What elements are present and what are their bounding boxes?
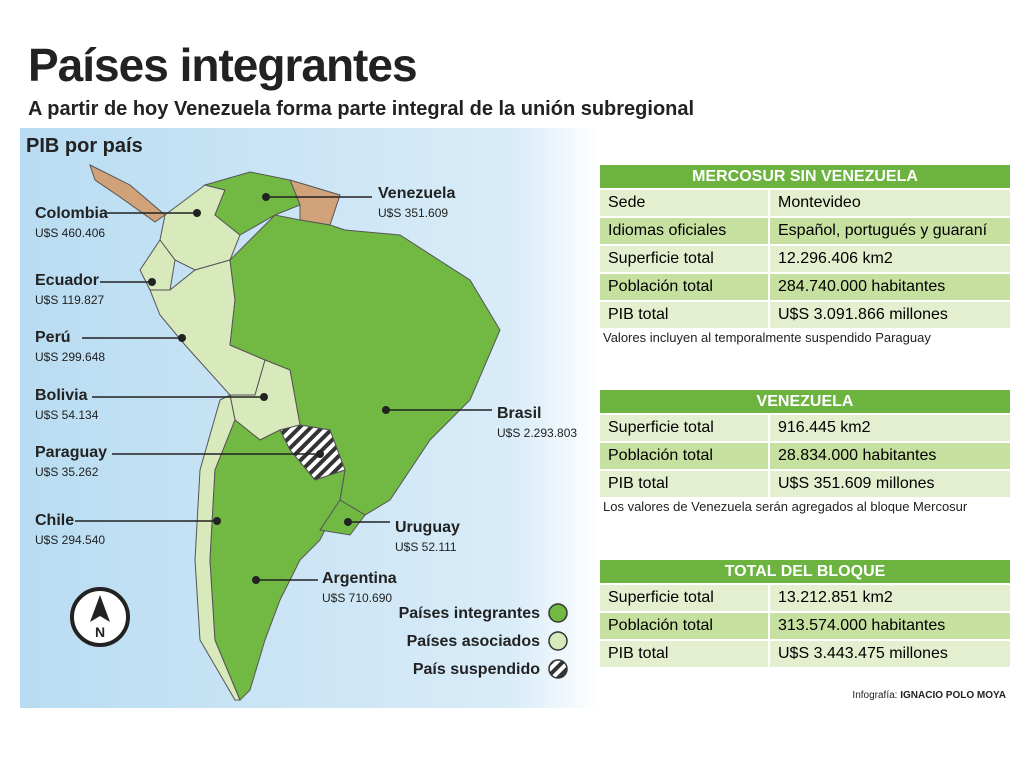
table-note: Los valores de Venezuela serán agregados… — [603, 499, 968, 514]
table-body: Superficie total 13.212.851 km2 Población … — [600, 585, 1010, 667]
country-dot — [316, 450, 324, 458]
country-dot — [193, 209, 201, 217]
central-america — [89, 164, 166, 223]
row-label: Población total — [600, 443, 770, 469]
credit-name: IGNACIO POLO MOYA — [900, 690, 1006, 701]
row-label: Superficie total — [600, 415, 770, 441]
table-note: Valores incluyen al temporalmente suspen… — [603, 330, 931, 345]
country-name: Perú — [35, 329, 71, 346]
legend-swatch — [548, 603, 568, 623]
title: Países integrantes — [28, 39, 418, 91]
uruguay — [319, 499, 366, 536]
legend-label: Países asociados — [407, 633, 541, 650]
country-dot — [252, 576, 260, 584]
country-name: Argentina — [322, 570, 397, 587]
info-table: MERCOSUR SIN VENEZUELA Sede Montevideo Idio… — [600, 165, 1010, 328]
country-name: Brasil — [497, 405, 541, 422]
table-row: Población total 28.834.000 habitantes — [600, 443, 1010, 469]
credit-label: Infografía: — [852, 690, 898, 701]
country-name: Uruguay — [395, 519, 460, 536]
row-value: 13.212.851 km2 — [778, 589, 893, 606]
row-label: PIB total — [600, 641, 770, 667]
country-gdp: U$S 2.293.803 — [497, 426, 577, 440]
country-gdp: U$S 299.648 — [35, 350, 105, 364]
row-value: U$S 3.443.475 millones — [778, 645, 948, 662]
legend-swatch — [548, 659, 568, 679]
country-name: Chile — [35, 512, 74, 529]
country-dot — [213, 517, 221, 525]
row-value: Montevideo — [778, 194, 861, 211]
row-label: PIB total — [600, 302, 770, 328]
row-label: Población total — [600, 613, 770, 639]
table-title: VENEZUELA — [600, 390, 1010, 413]
table-row: Población total 284.740.000 habitantes — [600, 274, 1010, 300]
subtitle: A partir de hoy Venezuela forma parte in… — [28, 98, 695, 120]
row-label: Población total — [600, 274, 770, 300]
country-name: Colombia — [35, 205, 108, 222]
table-row: PIB total U$S 351.609 millones — [600, 471, 1010, 497]
country-dot — [178, 334, 186, 342]
country-gdp: U$S 52.111 — [395, 540, 457, 554]
credit: Infografía: IGNACIO POLO MOYA — [852, 690, 1006, 701]
country-gdp: U$S 460.406 — [35, 226, 105, 240]
country-gdp: U$S 710.690 — [322, 591, 392, 605]
info-table: TOTAL DEL BLOQUE Superficie total 13.212.8… — [600, 560, 1010, 667]
country-dot — [344, 518, 352, 526]
table-row: PIB total U$S 3.443.475 millones — [600, 641, 1010, 667]
row-value: 313.574.000 habitantes — [778, 617, 946, 634]
table-body: Superficie total 916.445 km2 Población tot… — [600, 415, 1010, 497]
country-gdp: U$S 35.262 — [35, 465, 99, 479]
country-dot — [262, 193, 270, 201]
country-dot — [148, 278, 156, 286]
table-row: Idiomas oficiales Español, portugués y gu… — [600, 218, 1010, 244]
country-name: Ecuador — [35, 272, 99, 289]
row-label: Superficie total — [600, 246, 770, 272]
row-label: Superficie total — [600, 585, 770, 611]
row-label: Idiomas oficiales — [600, 218, 770, 244]
country-name: Venezuela — [378, 185, 455, 202]
table-row: PIB total U$S 3.091.866 millones — [600, 302, 1010, 328]
table-row: Superficie total 13.212.851 km2 — [600, 585, 1010, 611]
table-row: Superficie total 916.445 km2 — [600, 415, 1010, 441]
compass: N — [70, 587, 130, 647]
country-gdp: U$S 294.540 — [35, 533, 105, 547]
country-gdp: U$S 351.609 — [378, 206, 448, 220]
table-title: MERCOSUR SIN VENEZUELA — [600, 165, 1010, 188]
country-dot — [260, 393, 268, 401]
map-title: PIB por país — [26, 135, 143, 157]
table-body: Sede Montevideo Idiomas oficiales Español, … — [600, 190, 1010, 328]
info-table: VENEZUELA Superficie total 916.445 km2 Pobl… — [600, 390, 1010, 497]
row-value: 284.740.000 habitantes — [778, 278, 946, 295]
row-value: U$S 3.091.866 millones — [778, 306, 948, 323]
legend-label: Países integrantes — [399, 605, 541, 622]
row-label: PIB total — [600, 471, 770, 497]
row-value: 916.445 km2 — [778, 419, 871, 436]
table-row: Sede Montevideo — [600, 190, 1010, 216]
country-gdp: U$S 119.827 — [35, 293, 104, 307]
table-title: TOTAL DEL BLOQUE — [600, 560, 1010, 583]
legend-label: País suspendido — [413, 661, 540, 678]
country-name: Bolivia — [35, 387, 88, 404]
table-row: Población total 313.574.000 habitantes — [600, 613, 1010, 639]
row-value: 28.834.000 habitantes — [778, 447, 937, 464]
country-dot — [382, 406, 390, 414]
row-value: U$S 351.609 millones — [778, 475, 935, 492]
table-row: Superficie total 12.296.406 km2 — [600, 246, 1010, 272]
row-value: 12.296.406 km2 — [778, 250, 893, 267]
compass-label: N — [95, 624, 105, 640]
row-label: Sede — [600, 190, 770, 216]
legend-swatch — [548, 631, 568, 651]
country-gdp: U$S 54.134 — [35, 408, 99, 422]
country-name: Paraguay — [35, 444, 107, 461]
argentina — [209, 419, 346, 701]
row-value: Español, portugués y guaraní — [778, 222, 988, 239]
